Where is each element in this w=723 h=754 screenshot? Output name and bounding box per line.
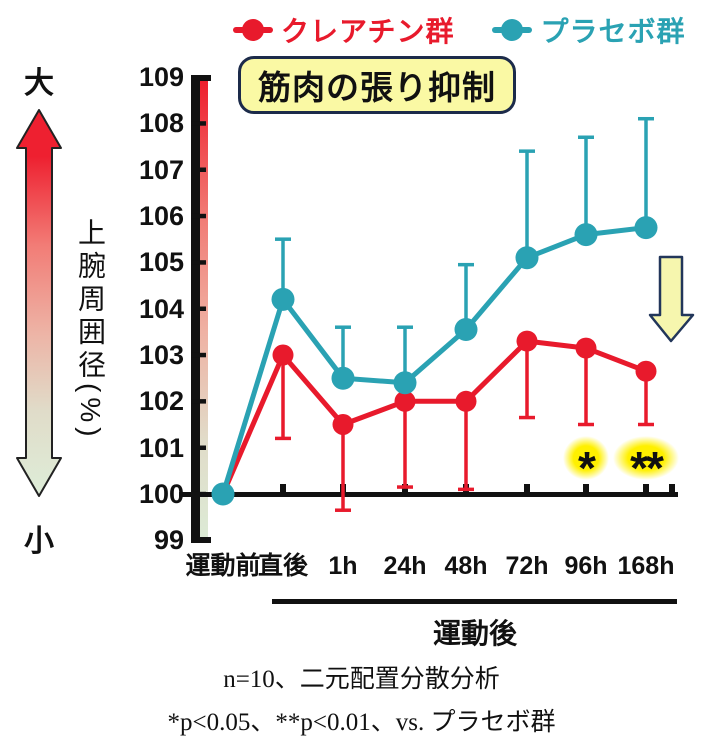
caption-line-1: n=10、二元配置分散分析 bbox=[223, 666, 500, 693]
x-tick-label: 24h bbox=[383, 552, 427, 580]
x-tick-label: 1h bbox=[328, 552, 358, 580]
placebo-marker-icon bbox=[492, 17, 533, 43]
legend-label-placebo: プラセボ群 bbox=[540, 16, 686, 47]
legend-item-creatine: クレアチン群 bbox=[233, 10, 454, 50]
y-tick-label: 105 bbox=[138, 247, 184, 278]
y-tick-label: 108 bbox=[138, 108, 184, 139]
y-tick-label: 109 bbox=[138, 62, 184, 93]
x-tick-label: 96h bbox=[564, 552, 608, 580]
y-tick-label: 106 bbox=[138, 201, 184, 232]
post-exercise-bracket bbox=[272, 599, 677, 604]
x-tick-label: 48h bbox=[444, 552, 488, 580]
significance-marker: ** bbox=[613, 436, 679, 491]
y-tick-label: 107 bbox=[138, 154, 184, 185]
x-tick-label: 直後 bbox=[257, 552, 308, 580]
y-axis-label: 上腕周囲径(%) bbox=[75, 218, 106, 442]
x-tick-label: 72h bbox=[505, 552, 549, 580]
size-gradient-arrow-icon bbox=[16, 109, 62, 497]
x-tick-label: 運動前 bbox=[185, 552, 261, 580]
y-tick-label: 101 bbox=[138, 432, 184, 463]
figure-caption: n=10、二元配置分散分析 *p<0.05、**p<0.01、vs. プラセボ群 bbox=[0, 658, 723, 744]
y-tick-label: 103 bbox=[138, 340, 184, 370]
caption-line-2: *p<0.05、**p<0.01、vs. プラセボ群 bbox=[167, 709, 556, 736]
x-axis bbox=[191, 484, 678, 497]
decrease-arrow-icon bbox=[648, 255, 695, 343]
legend-label-creatine: クレアチン群 bbox=[281, 16, 455, 47]
scale-label-small: 小 bbox=[24, 525, 54, 558]
legend-item-placebo: プラセボ群 bbox=[492, 10, 685, 50]
creatine-marker-icon bbox=[233, 17, 273, 43]
x-tick-label: 168h bbox=[617, 552, 675, 580]
significance-marker: * bbox=[563, 436, 609, 491]
series-placebo bbox=[211, 116, 658, 506]
chart-title-box: 筋肉の張り抑制 bbox=[238, 56, 516, 114]
y-tick-label: 102 bbox=[138, 386, 184, 417]
y-tick-label: 99 bbox=[153, 525, 184, 556]
chart-legend: クレアチン群 プラセボ群 bbox=[233, 10, 685, 50]
x-axis-group-label: 運動後 bbox=[432, 618, 517, 649]
y-tick-label: 104 bbox=[138, 293, 184, 324]
scale-label-large: 大 bbox=[24, 67, 54, 100]
y-tick-label: 100 bbox=[138, 479, 184, 509]
